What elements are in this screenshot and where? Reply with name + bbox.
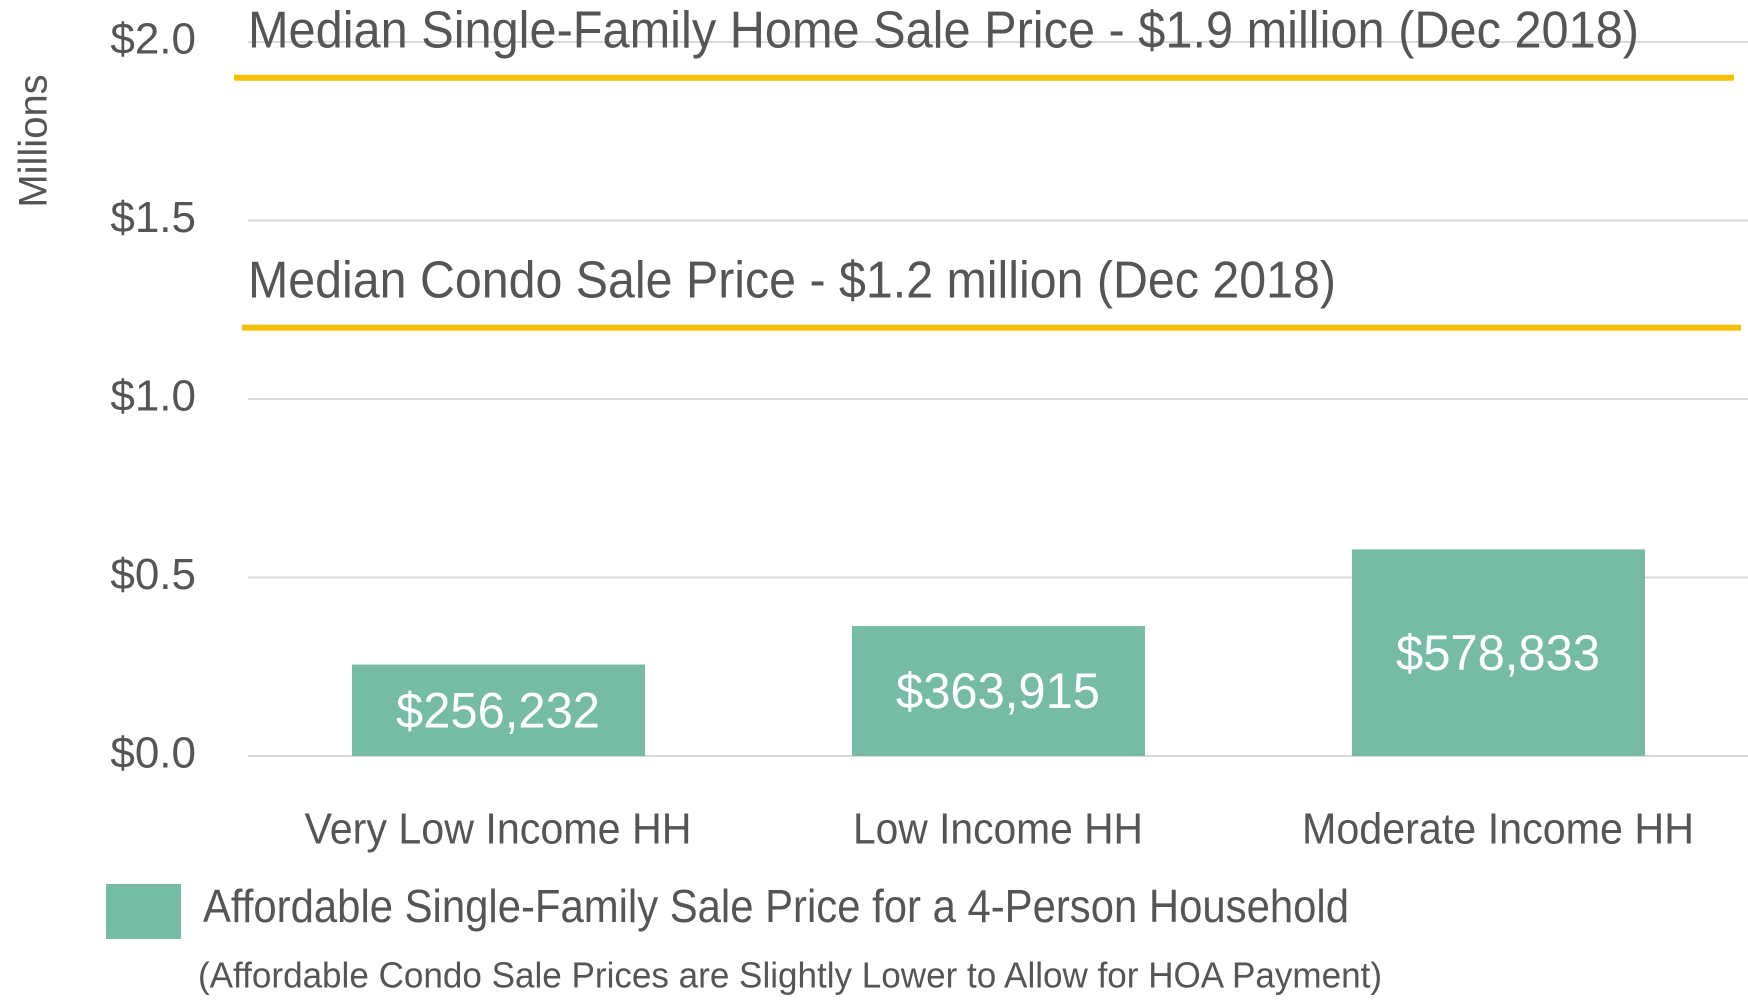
data-label: $578,833 — [1396, 625, 1600, 681]
data-label: $363,915 — [896, 663, 1100, 719]
y-axis-label: Millions — [12, 74, 56, 207]
data-label: $256,232 — [396, 682, 600, 738]
y-tick-label: $0.5 — [110, 550, 196, 599]
y-tick-label: $2.0 — [110, 15, 196, 64]
y-tick-label: $1.5 — [110, 193, 196, 242]
x-tick-label: Low Income HH — [853, 805, 1143, 854]
note: (Affordable Condo Sale Prices are Slight… — [198, 955, 1382, 996]
x-tick-label: Very Low Income HH — [305, 805, 692, 854]
bar — [1352, 549, 1645, 756]
bar — [352, 664, 645, 756]
bar — [852, 626, 1145, 756]
legend-label: Affordable Single-Family Sale Price for … — [203, 880, 1349, 932]
x-tick-label: Moderate Income HH — [1302, 805, 1694, 854]
y-tick-label: $0.0 — [110, 729, 196, 778]
legend-swatch — [106, 884, 181, 939]
y-tick-label: $1.0 — [110, 372, 196, 421]
reference-label: Median Condo Sale Price - $1.2 million (… — [248, 251, 1336, 309]
reference-label: Median Single-Family Home Sale Price - $… — [248, 1, 1639, 59]
